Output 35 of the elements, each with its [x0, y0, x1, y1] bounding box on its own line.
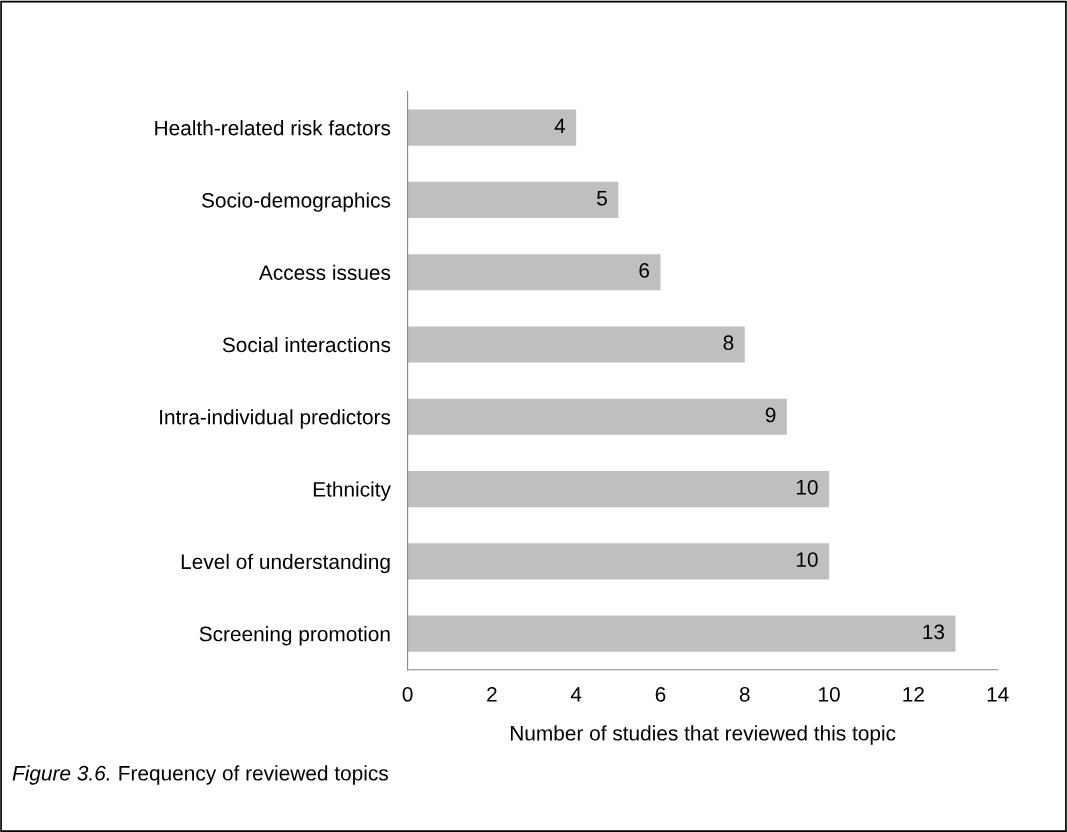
y-tick-label: Ethnicity: [313, 481, 391, 501]
bar: [407, 398, 787, 435]
x-tick-label: 8: [739, 686, 750, 702]
data-label: 4: [554, 118, 566, 134]
bar: [407, 470, 830, 508]
bar: [407, 181, 619, 219]
data-label: 8: [723, 335, 734, 351]
data-label: 10: [796, 552, 818, 567]
y-tick-label: Socio-demographics: [201, 192, 391, 212]
bar: [407, 109, 577, 146]
bar: [407, 543, 830, 580]
data-label: 9: [765, 407, 776, 423]
y-tick-label: Level of understanding: [181, 553, 390, 574]
bar: [407, 615, 956, 652]
text: Frequency of reviewed topics: [119, 765, 388, 785]
y-tick-label: Social interactions: [222, 336, 391, 353]
data-label: 13: [923, 624, 945, 640]
x-tick-label: 2: [487, 686, 497, 702]
data-label: 6: [639, 263, 650, 278]
y-tick-label: Access issues: [258, 264, 391, 280]
bar: [407, 326, 745, 363]
bar: [407, 254, 661, 291]
data-label: 10: [796, 479, 818, 495]
x-tick-label: 14: [987, 687, 1009, 702]
y-tick-label: Screening promotion: [199, 626, 390, 646]
x-tick-label: 6: [655, 686, 666, 702]
x-tick-label: 0: [402, 686, 413, 702]
y-tick-label: Health-related risk factors: [155, 120, 391, 136]
y-tick-label: Intra-individual predictors: [160, 409, 391, 429]
x-tick-label: 12: [903, 686, 924, 702]
data-label: 5: [597, 190, 607, 206]
x-tick-label: 4: [570, 687, 582, 702]
x-tick-label: 10: [819, 686, 840, 702]
x-axis-title: Number of studies that reviewed this topic: [510, 725, 896, 745]
caption: Figure 3.6.: [12, 765, 110, 785]
